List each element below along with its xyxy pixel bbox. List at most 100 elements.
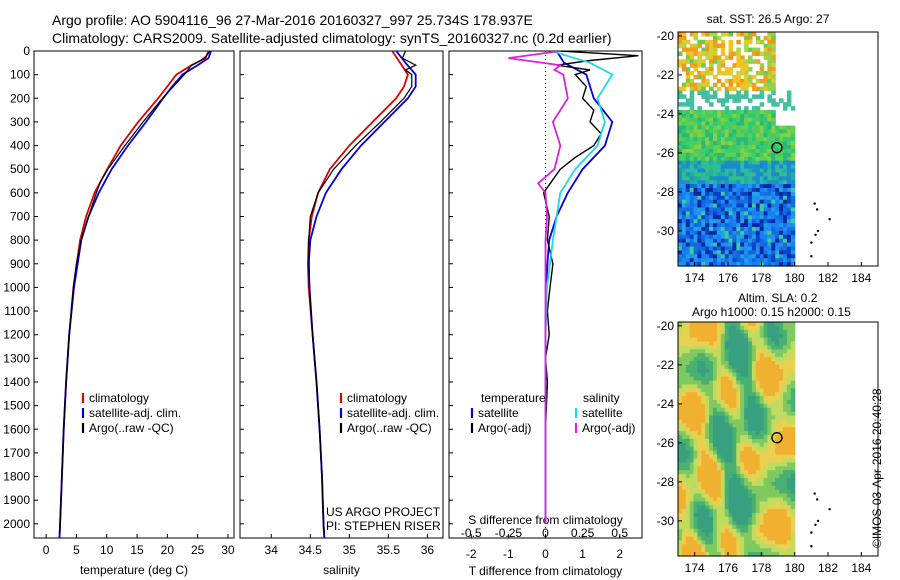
map-cell — [701, 427, 706, 432]
map-cell — [716, 446, 722, 452]
map-cell — [790, 145, 796, 150]
map-cell — [763, 357, 769, 362]
map-cell — [767, 431, 772, 436]
map-cell — [755, 184, 761, 189]
map-cell — [771, 191, 776, 197]
map-cell — [786, 156, 792, 162]
map-cell — [689, 466, 695, 471]
map-cell — [748, 199, 753, 205]
map-cell — [701, 380, 706, 385]
map-cell — [681, 219, 687, 224]
map-cell — [744, 505, 749, 510]
map-cell — [716, 215, 722, 220]
map-cell — [748, 470, 753, 475]
map-cell — [740, 427, 745, 432]
map-cell — [740, 227, 745, 232]
map-cell — [713, 357, 718, 362]
map-cell — [736, 176, 741, 181]
map-cell — [678, 188, 683, 193]
map-cell — [748, 478, 753, 483]
map-cell — [678, 164, 683, 170]
map-cell — [779, 470, 784, 475]
map-cell — [693, 462, 699, 467]
map-cell — [751, 415, 757, 421]
map-cell — [705, 419, 710, 424]
map-cell — [689, 435, 695, 440]
map-cell — [744, 435, 749, 440]
map-cell — [720, 485, 726, 491]
map-cell — [775, 149, 780, 154]
map-cell — [697, 462, 702, 467]
map-cell — [786, 223, 792, 228]
map-cell — [732, 392, 737, 397]
map-cell — [701, 396, 706, 401]
map-cell — [790, 333, 796, 339]
map-cell — [705, 411, 710, 417]
map-cell — [716, 442, 722, 448]
map-cell — [720, 493, 726, 499]
map-cell — [755, 388, 761, 393]
map-cell — [790, 544, 796, 549]
map-cell — [748, 39, 753, 45]
map-cell — [740, 94, 745, 99]
map-cell — [775, 223, 780, 228]
map-cell — [720, 188, 726, 193]
map-cell — [681, 337, 687, 343]
map-cell — [751, 211, 757, 216]
map-cell — [736, 82, 741, 88]
map-cell — [748, 446, 753, 452]
map-cell — [783, 435, 788, 440]
map-cell — [732, 125, 737, 131]
map-cell — [720, 149, 726, 154]
map-cell — [744, 137, 749, 142]
map-cell — [716, 254, 722, 259]
map-cell — [685, 215, 691, 220]
map-cell — [744, 325, 749, 331]
map-cell — [775, 230, 780, 236]
map-cell — [693, 215, 699, 220]
map-cell — [685, 207, 691, 212]
map-cell — [681, 141, 687, 146]
map-cell — [693, 164, 699, 170]
map-cell — [786, 509, 792, 514]
map-cell — [678, 462, 683, 467]
map-cell — [697, 141, 702, 146]
map-cell — [701, 501, 706, 506]
map-cell — [713, 384, 718, 389]
map-cell — [740, 164, 745, 170]
map-cell — [720, 454, 726, 460]
map-cell — [685, 544, 691, 549]
map-y-tick-label: -26 — [657, 146, 675, 160]
map-cell — [697, 203, 702, 209]
map-cell — [744, 431, 749, 436]
map-cell — [771, 90, 776, 95]
map-cell — [771, 337, 776, 343]
map-cell — [786, 407, 792, 413]
map-cell — [716, 246, 722, 251]
map-cell — [748, 125, 753, 131]
map-cell — [751, 372, 757, 378]
map-cell — [705, 349, 710, 354]
map-cell — [763, 172, 769, 177]
map-cell — [775, 384, 780, 389]
map-cell — [732, 180, 737, 185]
map-cell — [748, 121, 753, 127]
map-cell — [755, 337, 761, 343]
map-cell — [681, 211, 687, 216]
map-cell — [678, 341, 683, 346]
map-cell — [763, 450, 769, 456]
map-cell — [705, 388, 710, 393]
map-cell — [771, 517, 776, 522]
map-cell — [783, 203, 788, 209]
map-x-tick-label: 178 — [751, 271, 771, 285]
map-cell — [689, 470, 695, 475]
map-cell — [790, 396, 796, 401]
map-cell — [740, 117, 745, 123]
map-x-tick-label: 178 — [751, 561, 771, 575]
map-cell — [681, 481, 687, 487]
map-cell — [728, 454, 734, 460]
map-cell — [728, 481, 734, 487]
map-cell — [678, 86, 683, 92]
map-cell — [697, 223, 702, 228]
map-cell — [759, 160, 765, 166]
